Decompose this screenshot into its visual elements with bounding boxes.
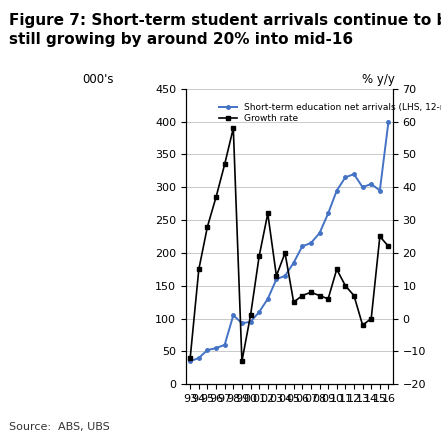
Growth rate (369, 316, 374, 321)
Growth rate (377, 234, 382, 239)
Short-term education net arrivals (LHS, 12-month sum) (274, 277, 279, 282)
Short-term education net arrivals (LHS, 12-month sum) (360, 185, 365, 190)
Short-term education net arrivals (LHS, 12-month sum) (386, 119, 391, 124)
Short-term education net arrivals (LHS, 12-month sum) (222, 342, 227, 348)
Short-term education net arrivals (LHS, 12-month sum) (196, 355, 202, 361)
Growth rate (291, 299, 296, 305)
Growth rate (351, 293, 357, 298)
Short-term education net arrivals (LHS, 12-month sum) (334, 188, 340, 193)
Line: Growth rate: Growth rate (188, 127, 390, 363)
Short-term education net arrivals (LHS, 12-month sum) (282, 273, 288, 279)
Growth rate (187, 355, 193, 361)
Growth rate (222, 161, 227, 167)
Growth rate (196, 267, 202, 272)
Text: % y/y: % y/y (362, 73, 395, 86)
Growth rate (257, 254, 262, 259)
Text: Figure 7: Short-term student arrivals continue to boom,
still growing by around : Figure 7: Short-term student arrivals co… (9, 13, 441, 47)
Short-term education net arrivals (LHS, 12-month sum) (351, 172, 357, 177)
Short-term education net arrivals (LHS, 12-month sum) (187, 359, 193, 364)
Growth rate (248, 313, 253, 318)
Short-term education net arrivals (LHS, 12-month sum) (369, 181, 374, 187)
Growth rate (274, 273, 279, 279)
Short-term education net arrivals (LHS, 12-month sum) (257, 309, 262, 314)
Short-term education net arrivals (LHS, 12-month sum) (317, 231, 322, 236)
Short-term education net arrivals (LHS, 12-month sum) (377, 188, 382, 193)
Short-term education net arrivals (LHS, 12-month sum) (299, 244, 305, 249)
Growth rate (265, 211, 270, 216)
Short-term education net arrivals (LHS, 12-month sum) (325, 211, 331, 216)
Growth rate (239, 359, 245, 364)
Text: 000's: 000's (82, 73, 114, 86)
Short-term education net arrivals (LHS, 12-month sum) (248, 319, 253, 325)
Growth rate (282, 250, 288, 255)
Growth rate (317, 293, 322, 298)
Legend: Short-term education net arrivals (LHS, 12-month sum), Growth rate: Short-term education net arrivals (LHS, … (215, 99, 441, 127)
Short-term education net arrivals (LHS, 12-month sum) (239, 321, 245, 326)
Growth rate (308, 290, 314, 295)
Short-term education net arrivals (LHS, 12-month sum) (231, 313, 236, 318)
Growth rate (334, 267, 340, 272)
Short-term education net arrivals (LHS, 12-month sum) (205, 348, 210, 353)
Growth rate (343, 283, 348, 288)
Growth rate (386, 244, 391, 249)
Growth rate (360, 322, 365, 328)
Text: Source:  ABS, UBS: Source: ABS, UBS (9, 422, 109, 432)
Growth rate (213, 194, 219, 200)
Short-term education net arrivals (LHS, 12-month sum) (343, 175, 348, 180)
Growth rate (325, 296, 331, 302)
Growth rate (299, 293, 305, 298)
Line: Short-term education net arrivals (LHS, 12-month sum): Short-term education net arrivals (LHS, … (188, 120, 390, 363)
Short-term education net arrivals (LHS, 12-month sum) (213, 345, 219, 351)
Growth rate (205, 224, 210, 229)
Short-term education net arrivals (LHS, 12-month sum) (265, 296, 270, 302)
Growth rate (231, 126, 236, 131)
Short-term education net arrivals (LHS, 12-month sum) (308, 240, 314, 246)
Short-term education net arrivals (LHS, 12-month sum) (291, 260, 296, 265)
